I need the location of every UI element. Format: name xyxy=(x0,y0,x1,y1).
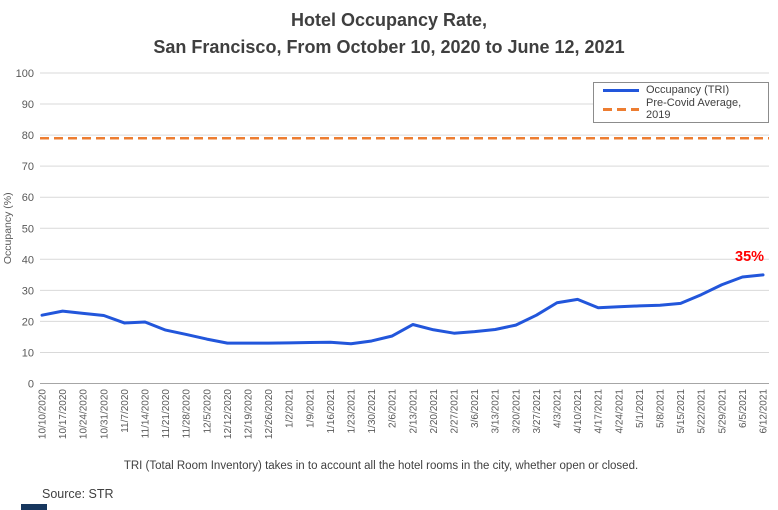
x-tick-label: 5/8/2021 xyxy=(656,389,667,428)
x-tick-label: 12/5/2020 xyxy=(202,389,213,434)
footnote-text: TRI (Total Room Inventory) takes in to a… xyxy=(123,460,639,472)
x-tick-label: 4/3/2021 xyxy=(553,389,564,428)
legend-label-occupancy: Occupancy (TRI) xyxy=(646,84,730,96)
x-tick-label: 4/10/2021 xyxy=(573,389,584,434)
y-tick-label: 80 xyxy=(22,130,34,142)
legend-swatch-precovid-line xyxy=(603,107,639,111)
x-tick-label: 11/21/2020 xyxy=(161,389,172,439)
bottom-left-accent-bar xyxy=(21,504,47,510)
chart-title: Hotel Occupancy Rate, San Francisco, Fro… xyxy=(0,7,778,61)
x-tick-label: 3/6/2021 xyxy=(470,389,481,428)
end-value-label: 35% xyxy=(735,249,765,265)
x-tick-label: 3/27/2021 xyxy=(532,389,543,434)
y-tick-label: 70 xyxy=(22,161,34,173)
x-tick-label: 10/10/2020 xyxy=(38,389,49,439)
x-tick-label: 1/2/2021 xyxy=(285,389,296,428)
x-tick-label: 1/16/2021 xyxy=(326,389,337,434)
x-tick-label: 5/1/2021 xyxy=(635,389,646,428)
x-tick-label: 2/6/2021 xyxy=(388,389,399,428)
y-tick-label: 40 xyxy=(22,254,34,266)
x-tick-label: 12/26/2020 xyxy=(264,389,275,439)
y-tick-label: 100 xyxy=(16,68,34,80)
x-tick-label: 11/28/2020 xyxy=(182,389,193,439)
x-tick-label: 6/5/2021 xyxy=(738,389,749,428)
y-tick-label: 90 xyxy=(22,99,34,111)
occupancy-line xyxy=(40,273,765,346)
x-tick-label: 3/20/2021 xyxy=(511,389,522,434)
x-tick-label: 2/27/2021 xyxy=(450,389,461,434)
x-tick-label: 12/12/2020 xyxy=(223,389,234,439)
source-text: Source: STR xyxy=(42,487,114,501)
x-tick-label: 1/9/2021 xyxy=(305,389,316,428)
x-tick-label: 6/12/2021 xyxy=(759,389,770,434)
legend-item-precovid: Pre-Covid Average, 2019 xyxy=(594,97,768,121)
legend-item-occupancy: Occupancy (TRI) xyxy=(594,84,768,96)
x-tick-label: 5/29/2021 xyxy=(717,389,728,434)
chart-title-line1: Hotel Occupancy Rate, xyxy=(290,10,488,30)
x-tick-label: 4/17/2021 xyxy=(594,389,605,434)
x-tick-label: 12/19/2020 xyxy=(244,389,255,439)
x-tick-label: 10/31/2020 xyxy=(99,389,110,439)
legend: Occupancy (TRI) Pre-Covid Average, 2019 xyxy=(593,82,769,123)
x-tick-label: 11/7/2020 xyxy=(120,389,131,433)
chart-title-line2: San Francisco, From October 10, 2020 to … xyxy=(153,37,625,57)
y-tick-label: 20 xyxy=(22,316,34,328)
x-tick-label: 5/15/2021 xyxy=(676,389,687,434)
x-tick-label: 10/17/2020 xyxy=(58,389,69,439)
y-axis-title: Occupancy (%) xyxy=(2,192,14,264)
x-tick-label: 2/13/2021 xyxy=(408,389,419,434)
y-tick-label: 10 xyxy=(22,347,34,359)
x-tick-label: 1/23/2021 xyxy=(347,389,358,434)
legend-swatch-occupancy-line xyxy=(603,88,639,92)
y-tick-label: 60 xyxy=(22,192,34,204)
x-tick-label: 4/24/2021 xyxy=(614,389,625,434)
x-tick-label: 10/24/2020 xyxy=(79,389,90,439)
x-tick-label: 2/20/2021 xyxy=(429,389,440,434)
y-tick-label: 30 xyxy=(22,285,34,297)
x-tick-label: 1/30/2021 xyxy=(367,389,378,434)
x-tick-label: 11/14/2020 xyxy=(141,389,152,439)
y-tick-label: 0 xyxy=(28,379,34,391)
x-tick-label: 3/13/2021 xyxy=(491,389,502,434)
y-tick-label: 50 xyxy=(22,223,34,235)
x-tick-label: 5/22/2021 xyxy=(697,389,708,434)
legend-label-precovid: Pre-Covid Average, 2019 xyxy=(646,97,742,121)
